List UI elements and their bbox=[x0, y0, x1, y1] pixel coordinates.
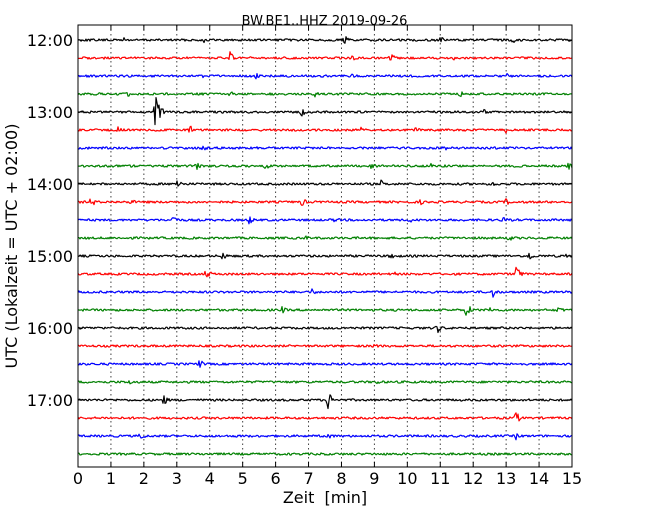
seismogram-trace-1600 bbox=[77, 325, 573, 334]
x-tick-label: 4 bbox=[205, 469, 215, 488]
x-tick-label: 1 bbox=[106, 469, 116, 488]
seismogram-trace-1545 bbox=[77, 306, 573, 316]
seismogram-trace-1400 bbox=[77, 179, 573, 187]
y-tick-label: 16:00 bbox=[27, 319, 73, 338]
x-tick-label: 13 bbox=[496, 469, 516, 488]
seismogram-trace-1645 bbox=[77, 380, 573, 385]
seismogram-trace-1445 bbox=[77, 235, 573, 241]
x-tick-label: 8 bbox=[336, 469, 346, 488]
y-tick-label: 13:00 bbox=[27, 103, 73, 122]
seismogram-trace-1345 bbox=[78, 162, 573, 170]
seismogram-trace-1530 bbox=[77, 288, 573, 298]
y-tick-label: 15:00 bbox=[27, 247, 73, 266]
y-tick-label: 14:00 bbox=[27, 175, 73, 194]
seismogram-trace-1215 bbox=[77, 51, 572, 61]
seismogram-trace-1315 bbox=[77, 125, 573, 134]
y-tick-label: 17:00 bbox=[27, 391, 73, 410]
seismogram-trace-1245 bbox=[77, 91, 573, 98]
seismogram-trace-1330 bbox=[77, 145, 573, 151]
y-tick-label: 12:00 bbox=[27, 31, 73, 50]
plot-frame bbox=[77, 24, 573, 468]
seismogram-trace-1515 bbox=[77, 266, 573, 278]
x-tick-label: 3 bbox=[172, 469, 182, 488]
x-tick-label: 6 bbox=[271, 469, 281, 488]
vertical-grid bbox=[110, 25, 540, 467]
x-tick-label: 9 bbox=[369, 469, 379, 488]
seismogram-trace-1745 bbox=[77, 452, 573, 456]
seismogram-trace-1500 bbox=[78, 252, 573, 260]
y-axis-ticks: 12:00 13:00 14:00 15:00 16:00 17:00 bbox=[27, 31, 572, 410]
x-tick-label: 11 bbox=[430, 469, 450, 488]
y-axis-label: UTC (Lokalzeit = UTC + 02:00) bbox=[2, 124, 21, 369]
seismogram-trace-1430 bbox=[77, 216, 573, 225]
seismogram-trace-1615 bbox=[77, 343, 573, 348]
x-tick-label: 15 bbox=[562, 469, 582, 488]
seismogram-trace-1630 bbox=[77, 360, 573, 368]
seismogram-trace-1415 bbox=[77, 198, 573, 206]
x-tick-label: 5 bbox=[238, 469, 248, 488]
seismogram-trace-1715 bbox=[77, 412, 573, 422]
seismogram-trace-1200 bbox=[77, 36, 573, 44]
seismogram-trace-1700 bbox=[77, 394, 573, 410]
x-axis-label: Zeit [min] bbox=[283, 488, 367, 507]
x-tick-label: 14 bbox=[529, 469, 549, 488]
seismogram-traces bbox=[77, 36, 573, 456]
x-tick-label: 10 bbox=[397, 469, 417, 488]
seismogram-trace-1230 bbox=[77, 72, 573, 80]
chart-title: BW.BE1..HHZ 2019-09-26 bbox=[242, 14, 408, 29]
x-tick-label: 0 bbox=[73, 469, 83, 488]
x-axis-ticks: 0 1 2 3 4 5 6 7 8 9 10 11 12 13 14 15 bbox=[73, 25, 582, 488]
seismogram-trace-1730 bbox=[77, 433, 573, 441]
x-tick-label: 12 bbox=[463, 469, 483, 488]
seismogram-trace-1300 bbox=[77, 96, 573, 126]
x-tick-label: 7 bbox=[303, 469, 313, 488]
x-tick-label: 2 bbox=[139, 469, 149, 488]
